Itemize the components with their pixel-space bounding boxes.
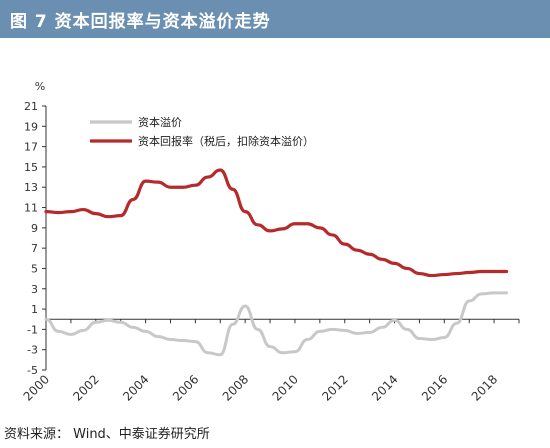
x-tick-label: 2000 bbox=[21, 372, 52, 403]
y-tick-label: 15 bbox=[24, 161, 38, 174]
y-tick-label: 13 bbox=[24, 181, 38, 194]
x-tick-label: 2012 bbox=[319, 372, 350, 403]
x-tick-label: 2016 bbox=[419, 372, 450, 403]
y-tick-label: 9 bbox=[31, 222, 38, 235]
x-tick-label: 2018 bbox=[469, 372, 500, 403]
x-tick-label: 2014 bbox=[369, 372, 400, 403]
source-note: 资料来源： Wind、中泰证券研究所 bbox=[4, 427, 210, 442]
y-tick-label: 5 bbox=[31, 262, 38, 275]
legend-label: 资本回报率（税后，扣除资本溢价） bbox=[138, 134, 314, 148]
chart-area: % 21 19 17 15 13 11 9 7 5 3 1 -1 -3 -5 2000 2002 2004 2006… bbox=[0, 38, 550, 416]
y-tick-label: -5 bbox=[27, 364, 38, 377]
x-tick-label: 2010 bbox=[270, 372, 301, 403]
x-tick-label: 2002 bbox=[70, 372, 101, 403]
y-tick-label: 17 bbox=[24, 141, 38, 154]
series-line-capital-premium bbox=[44, 291, 509, 357]
y-tick-label: 3 bbox=[31, 283, 38, 296]
legend-label: 资本溢价 bbox=[138, 115, 182, 129]
y-tick-label: -3 bbox=[27, 344, 38, 357]
figure-header: 图 7 资本回报率与资本溢价走势 bbox=[0, 0, 550, 38]
y-tick-label: 7 bbox=[31, 242, 38, 255]
figure-title: 图 7 资本回报率与资本溢价走势 bbox=[10, 12, 271, 32]
y-tick-label: 21 bbox=[24, 100, 38, 113]
x-tick-label: 2004 bbox=[120, 372, 151, 403]
series-line-return-on-capital bbox=[44, 168, 509, 278]
y-tick-label: 19 bbox=[24, 120, 38, 133]
y-axis-unit: % bbox=[35, 80, 45, 93]
x-tick-label: 2006 bbox=[170, 372, 201, 403]
y-tick-label: 11 bbox=[24, 202, 38, 215]
y-tick-label: 1 bbox=[31, 303, 38, 316]
x-tick-label: 2008 bbox=[220, 372, 251, 403]
y-tick-label: -1 bbox=[27, 323, 38, 336]
